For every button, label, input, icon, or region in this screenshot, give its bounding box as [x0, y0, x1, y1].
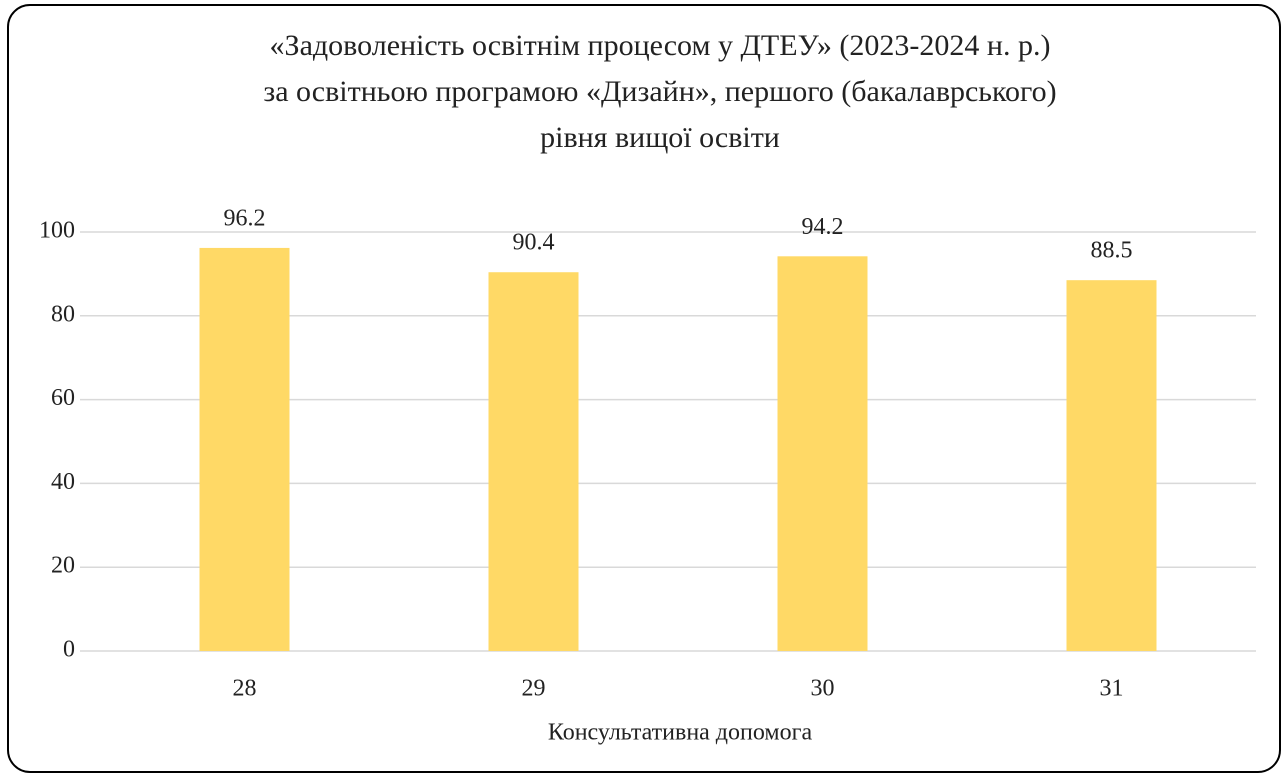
y-tick-label: 20 [51, 553, 75, 579]
y-tick-label: 0 [63, 637, 75, 663]
chart-frame [7, 4, 1281, 773]
x-tick-label: 30 [811, 676, 835, 702]
x-tick-label: 28 [233, 676, 257, 702]
data-label: 94.2 [802, 214, 844, 240]
bar [777, 256, 868, 651]
y-tick-label: 60 [51, 385, 75, 411]
chart-title: рівня вищої освіти [540, 121, 780, 154]
bar [488, 272, 579, 651]
x-tick-label: 29 [522, 676, 546, 702]
y-tick-label: 40 [51, 469, 75, 495]
x-axis-label: Консультативна допомога [548, 720, 813, 746]
x-tick-label: 31 [1100, 676, 1124, 702]
bar [199, 247, 290, 651]
y-tick-label: 80 [51, 301, 75, 327]
data-label: 88.5 [1091, 238, 1133, 264]
data-label: 90.4 [513, 230, 555, 256]
chart-title: «Задоволеність освітнім процесом у ДТЕУ»… [270, 29, 1051, 62]
chart-title: за освітньою програмою «Дизайн», першого… [263, 75, 1056, 108]
y-tick-label: 100 [39, 218, 75, 244]
bar [1066, 280, 1157, 651]
data-label: 96.2 [224, 205, 266, 231]
